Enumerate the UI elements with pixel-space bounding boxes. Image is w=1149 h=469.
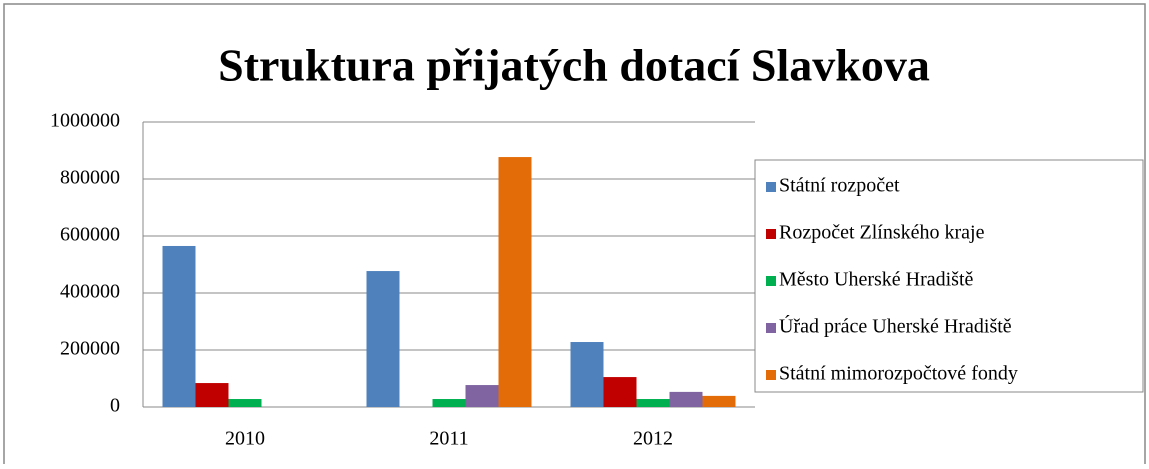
x-tick-label: 2012 — [633, 428, 673, 450]
legend-swatch — [766, 276, 776, 286]
chart-title: Struktura přijatých dotací Slavkova — [218, 40, 930, 91]
legend-label: Úřad práce Uherské Hradiště — [779, 314, 1012, 338]
bar — [162, 245, 196, 407]
bar — [702, 395, 736, 407]
bar — [603, 377, 637, 407]
bar — [366, 271, 400, 407]
legend-swatch — [766, 323, 776, 333]
legend-swatch — [766, 229, 776, 239]
bar — [228, 399, 262, 407]
y-tick-label: 400000 — [60, 281, 120, 303]
y-tick-label: 0 — [110, 395, 120, 417]
y-tick-label: 800000 — [60, 167, 120, 189]
y-tick-label: 200000 — [60, 338, 120, 360]
x-tick-label: 2011 — [429, 428, 468, 450]
bar — [195, 383, 229, 407]
y-tick-label: 600000 — [60, 224, 120, 246]
bar — [570, 342, 604, 407]
legend-label: Rozpočet Zlínského kraje — [779, 222, 985, 244]
bar — [669, 391, 703, 407]
y-tick-label: 1000000 — [50, 110, 120, 132]
bar — [432, 399, 466, 407]
bar — [636, 399, 670, 407]
legend-label: Státní mimorozpočtové fondy — [779, 363, 1018, 385]
legend-swatch — [766, 182, 776, 192]
legend-box — [754, 159, 1144, 393]
legend-label: Státní rozpočet — [779, 175, 900, 197]
x-tick-label: 2010 — [225, 428, 265, 450]
legend-label: Město Uherské Hradiště — [779, 269, 974, 291]
legend-swatch — [766, 370, 776, 380]
bar — [498, 157, 532, 407]
bar — [465, 385, 499, 407]
